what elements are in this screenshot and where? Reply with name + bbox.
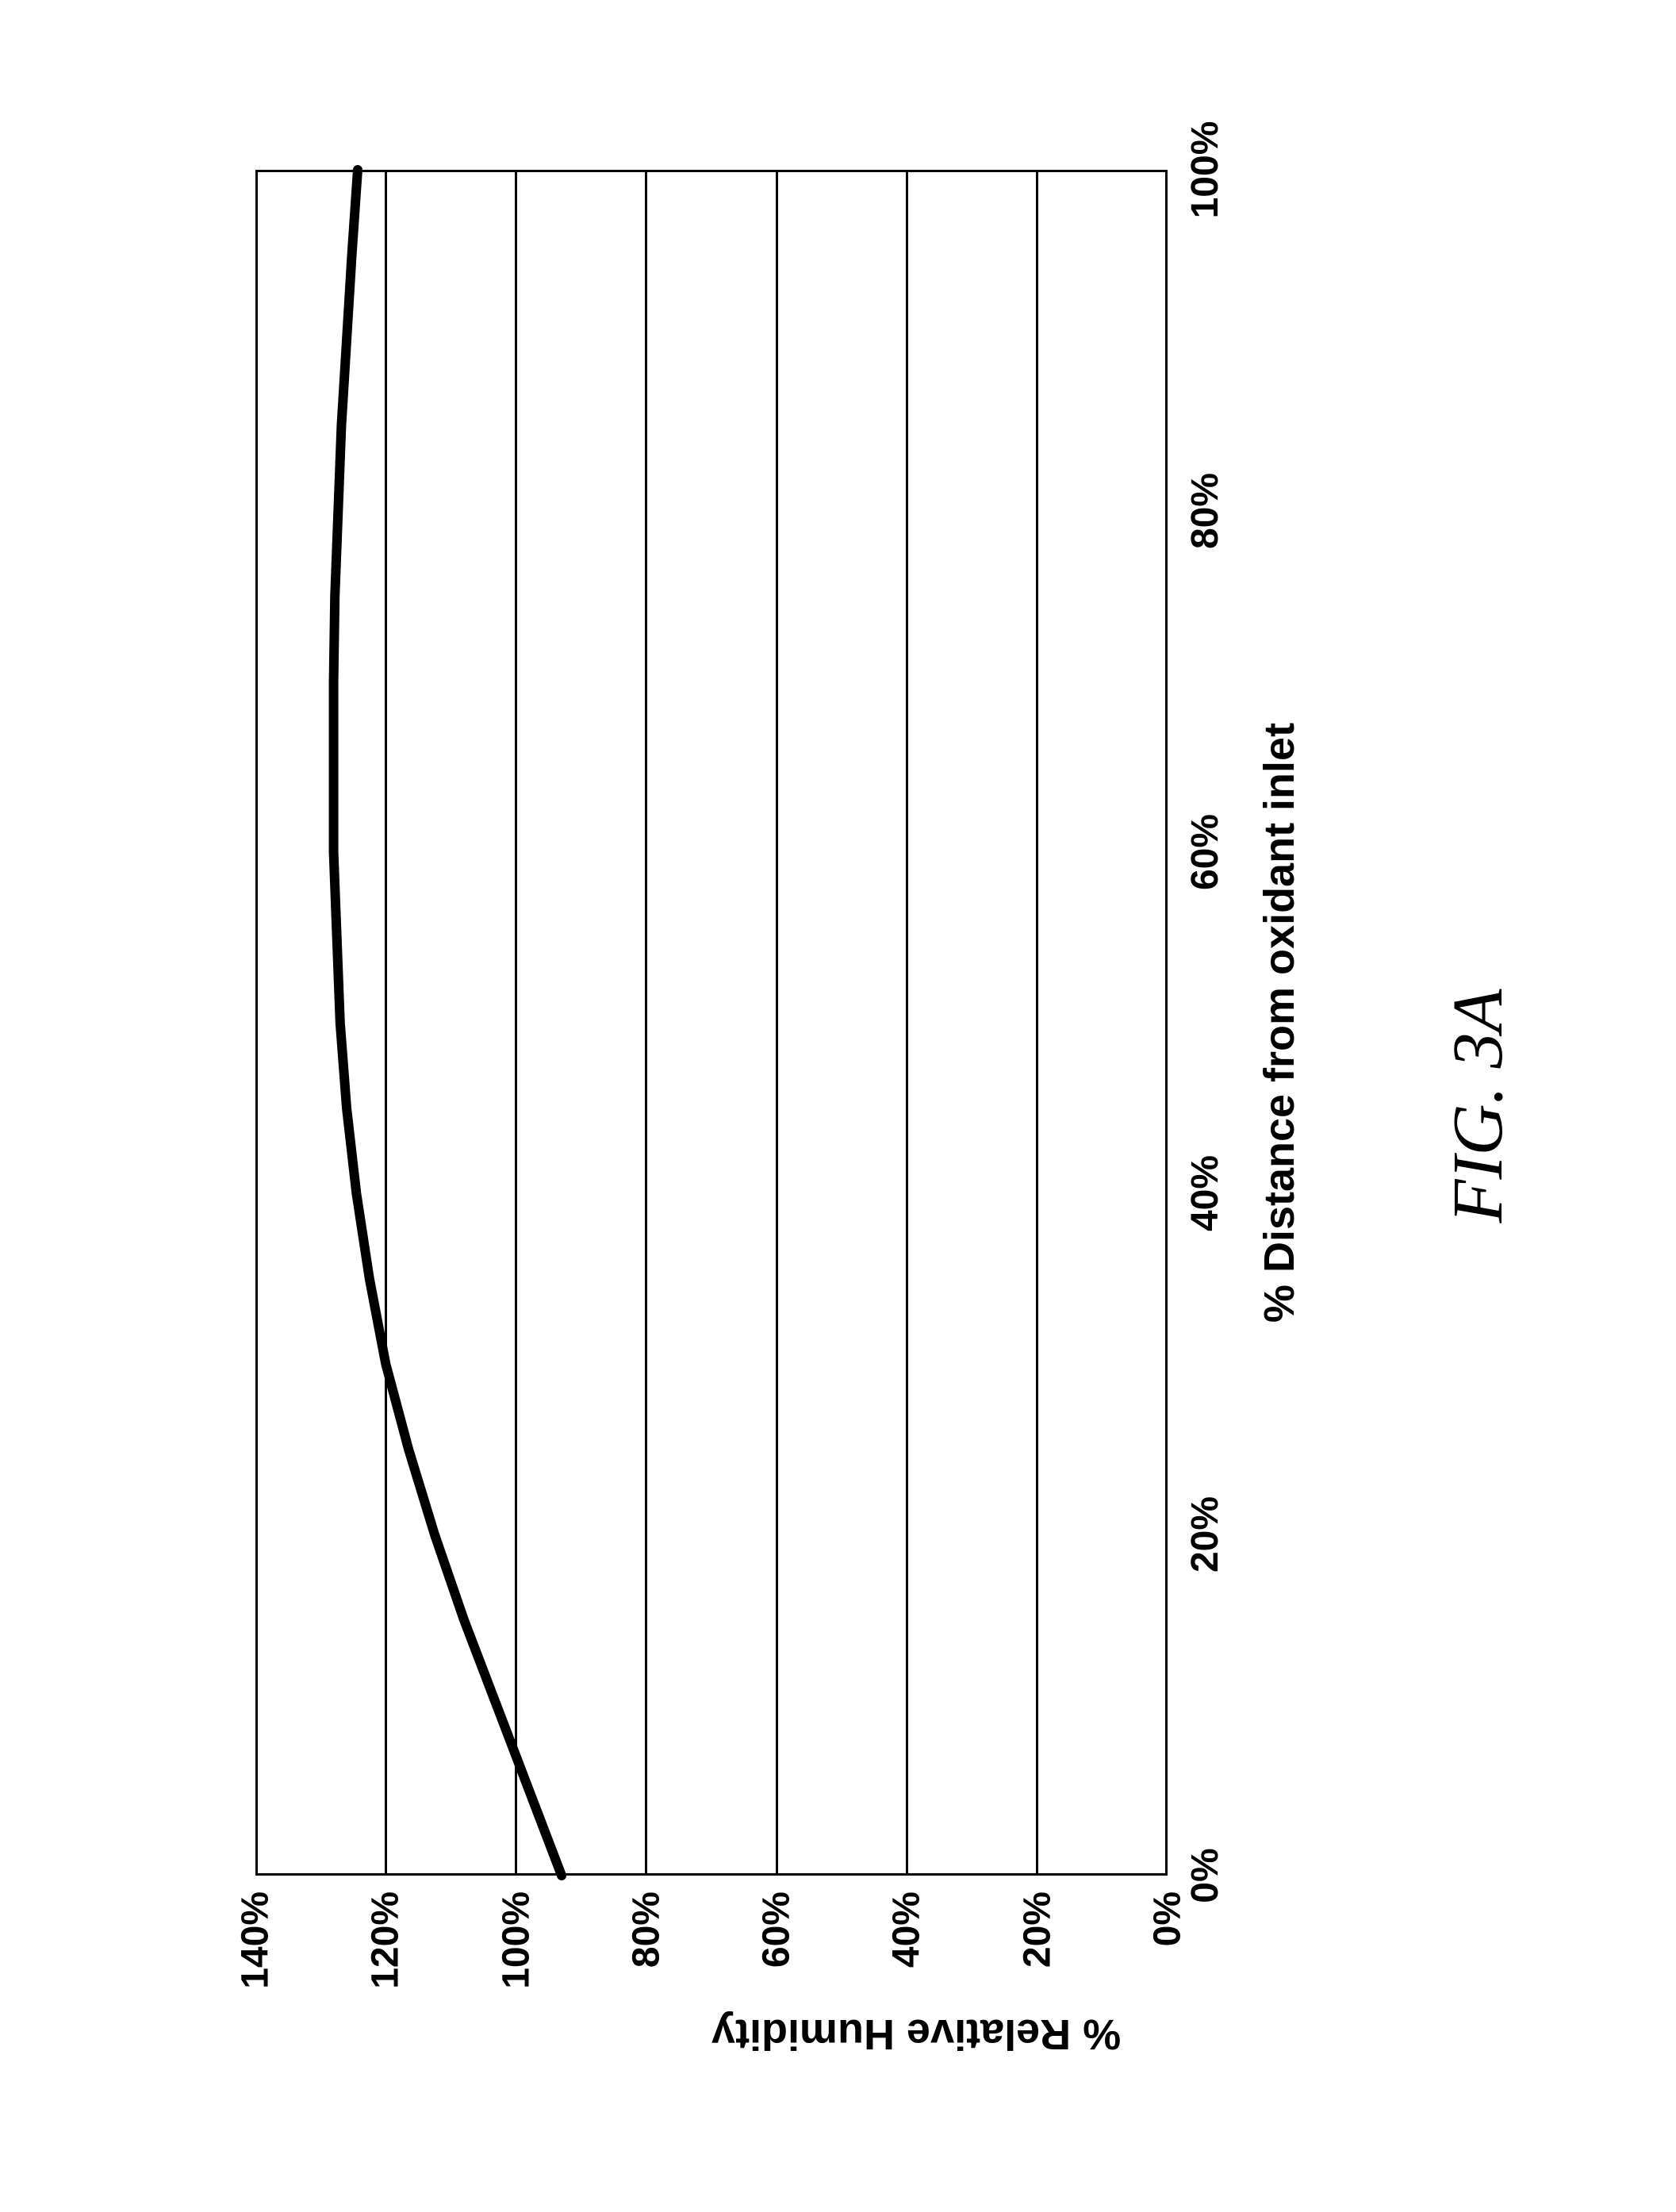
chart-shell: % Distance from oxidant inlet % Relative…: [224, 114, 1453, 2098]
x-tick-label: 40%: [1168, 1155, 1227, 1231]
gridline-h: [515, 170, 517, 1876]
rotated-chart-wrapper: % Distance from oxidant inlet % Relative…: [224, 114, 1453, 2098]
y-tick-label: 20%: [1015, 1876, 1059, 1968]
y-tick-label: 60%: [754, 1876, 798, 1968]
gridline-h: [384, 170, 386, 1876]
x-tick-label: 0%: [1168, 1848, 1227, 1903]
data-curve: [255, 170, 1168, 1876]
gridline-h: [905, 170, 907, 1876]
x-tick-label: 20%: [1168, 1496, 1227, 1573]
figure-caption: FIG. 3A: [1437, 989, 1519, 1223]
series-line: [333, 170, 562, 1876]
y-tick-label: 120%: [363, 1876, 407, 1989]
gridline-h: [775, 170, 777, 1876]
x-tick-label: 80%: [1168, 473, 1227, 549]
y-tick-label: 40%: [884, 1876, 928, 1968]
page: % Distance from oxidant inlet % Relative…: [0, 0, 1676, 2212]
x-tick-label: 60%: [1168, 814, 1227, 890]
gridline-h: [645, 170, 647, 1876]
x-tick-label: 100%: [1168, 121, 1227, 219]
y-tick-label: 100%: [494, 1876, 538, 1989]
y-tick-label: 80%: [624, 1876, 668, 1968]
y-tick-label: 140%: [233, 1876, 277, 1989]
gridline-h: [1036, 170, 1038, 1876]
y-axis-title: % Relative Humidity: [711, 2010, 1121, 2059]
x-axis-title: % Distance from oxidant inlet: [1255, 723, 1304, 1323]
plot-area: % Distance from oxidant inlet % Relative…: [255, 170, 1168, 1876]
